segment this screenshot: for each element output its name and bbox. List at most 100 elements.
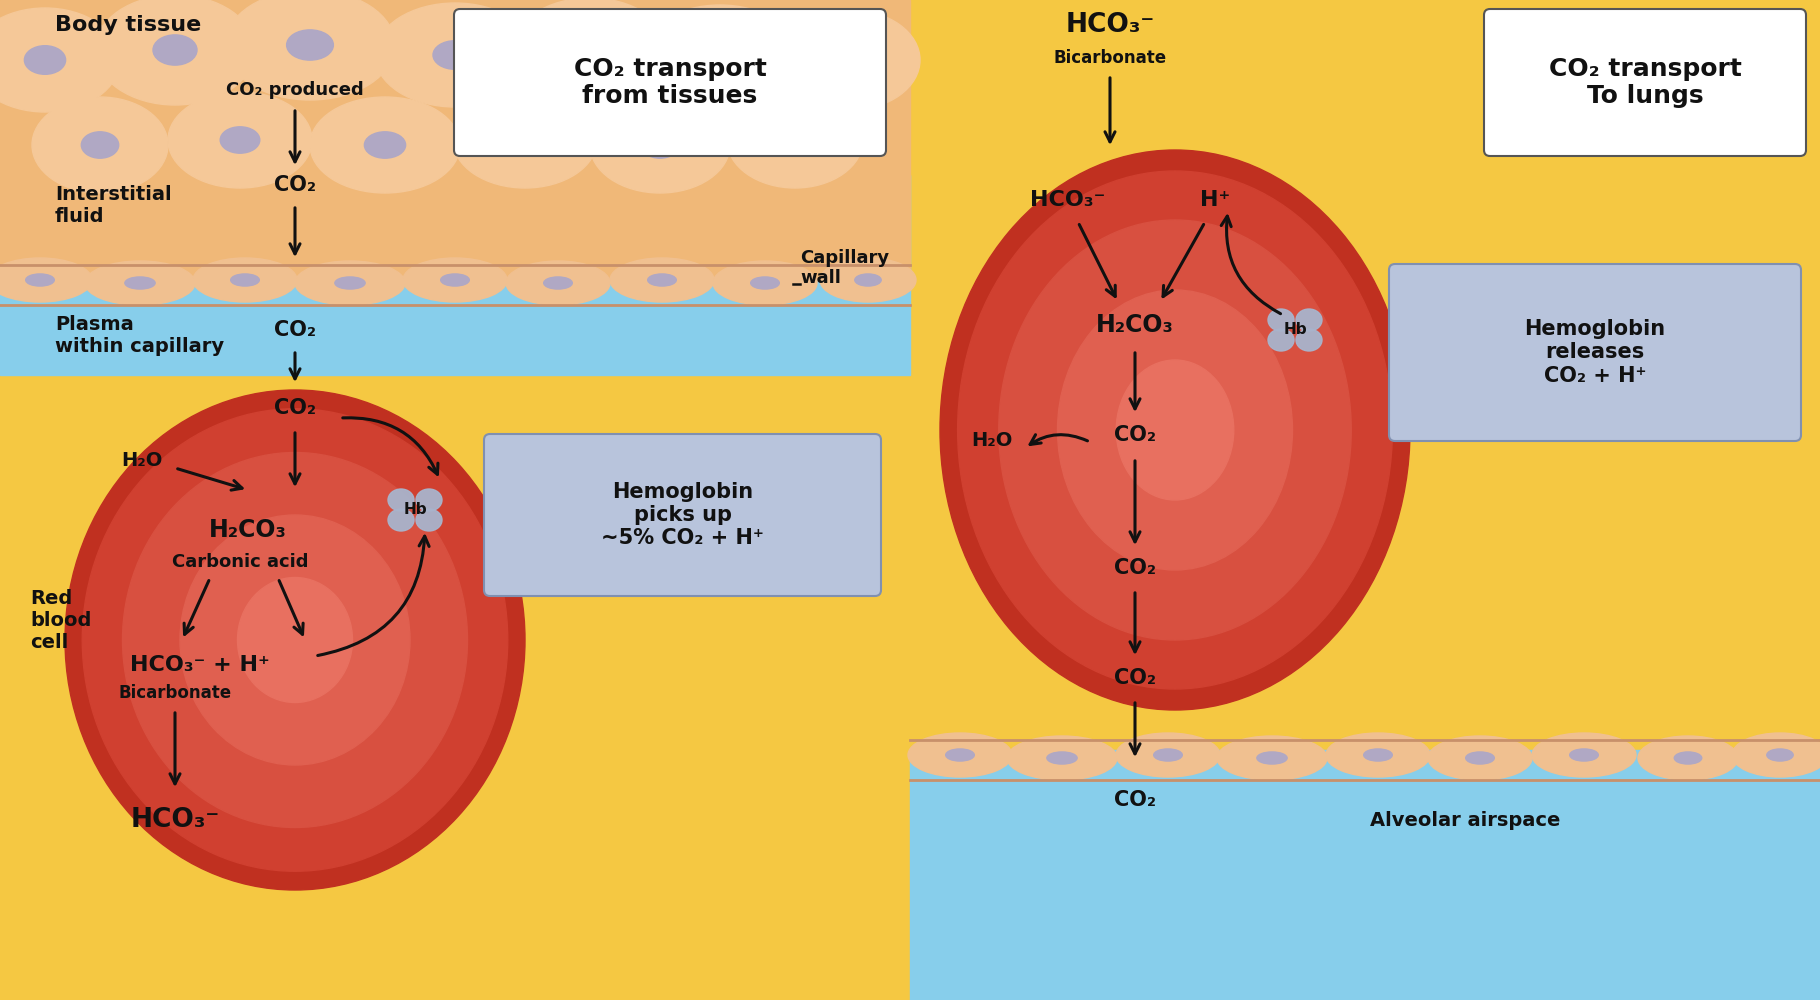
FancyBboxPatch shape <box>1389 264 1802 441</box>
Ellipse shape <box>1733 733 1820 777</box>
Ellipse shape <box>335 277 366 289</box>
Ellipse shape <box>417 489 442 511</box>
Ellipse shape <box>1674 752 1702 764</box>
Text: H₂O: H₂O <box>972 430 1012 450</box>
Ellipse shape <box>433 41 477 69</box>
Text: CO₂ transport
from tissues: CO₂ transport from tissues <box>573 57 766 108</box>
Ellipse shape <box>153 35 197 65</box>
Text: Capillary
wall: Capillary wall <box>801 249 890 287</box>
Ellipse shape <box>699 41 741 69</box>
Text: H₂O: H₂O <box>122 450 162 470</box>
FancyBboxPatch shape <box>484 434 881 596</box>
Ellipse shape <box>286 30 333 60</box>
Bar <box>0 0 910 1000</box>
Ellipse shape <box>506 261 610 305</box>
Ellipse shape <box>0 8 120 112</box>
Ellipse shape <box>1327 733 1431 777</box>
Text: CO₂: CO₂ <box>1114 425 1156 445</box>
Ellipse shape <box>375 3 535 107</box>
Ellipse shape <box>122 452 468 828</box>
Ellipse shape <box>25 274 55 286</box>
Ellipse shape <box>1569 749 1598 761</box>
Ellipse shape <box>1296 309 1321 331</box>
Ellipse shape <box>506 127 544 153</box>
Ellipse shape <box>1046 752 1077 764</box>
Ellipse shape <box>226 0 395 100</box>
Text: H₂CO₃: H₂CO₃ <box>209 518 288 542</box>
Ellipse shape <box>750 277 779 289</box>
Text: CO₂: CO₂ <box>1114 668 1156 688</box>
Ellipse shape <box>781 10 919 110</box>
Ellipse shape <box>388 509 413 531</box>
Text: CO₂: CO₂ <box>275 175 317 195</box>
Text: Hemoglobin
releases
CO₂ + H⁺: Hemoglobin releases CO₂ + H⁺ <box>1525 319 1665 386</box>
Bar <box>910 0 1820 1000</box>
Ellipse shape <box>1116 360 1234 500</box>
Ellipse shape <box>544 277 571 289</box>
Ellipse shape <box>1363 749 1392 761</box>
Text: Bicarbonate: Bicarbonate <box>118 684 231 702</box>
Ellipse shape <box>1296 329 1321 351</box>
Ellipse shape <box>726 92 863 188</box>
Ellipse shape <box>417 509 442 531</box>
Ellipse shape <box>0 258 93 302</box>
Ellipse shape <box>855 274 881 286</box>
Ellipse shape <box>1465 752 1494 764</box>
Text: Hemoglobin
picks up
~5% CO₂ + H⁺: Hemoglobin picks up ~5% CO₂ + H⁺ <box>601 482 764 548</box>
Ellipse shape <box>1057 290 1292 570</box>
Text: HCO₃⁻: HCO₃⁻ <box>131 807 220 833</box>
Text: Hb: Hb <box>1283 322 1307 338</box>
Ellipse shape <box>908 733 1012 777</box>
Text: HCO₃⁻: HCO₃⁻ <box>1030 190 1107 210</box>
Text: Alveolar airspace: Alveolar airspace <box>1370 810 1560 830</box>
FancyBboxPatch shape <box>1483 9 1805 156</box>
Ellipse shape <box>440 274 470 286</box>
Ellipse shape <box>126 277 155 289</box>
Text: CO₂: CO₂ <box>275 398 317 418</box>
Ellipse shape <box>999 220 1350 640</box>
Ellipse shape <box>777 127 814 153</box>
Ellipse shape <box>1006 736 1117 780</box>
Ellipse shape <box>713 261 817 305</box>
Ellipse shape <box>1269 329 1294 351</box>
Ellipse shape <box>24 46 66 74</box>
Ellipse shape <box>82 409 508 871</box>
Ellipse shape <box>568 36 612 64</box>
Text: Hb: Hb <box>404 502 428 518</box>
Text: CO₂: CO₂ <box>1114 558 1156 578</box>
Text: CO₂ transport
To lungs: CO₂ transport To lungs <box>1549 57 1742 108</box>
Ellipse shape <box>95 0 255 105</box>
Ellipse shape <box>193 258 297 302</box>
Ellipse shape <box>946 749 974 761</box>
Ellipse shape <box>1218 736 1327 780</box>
Ellipse shape <box>1269 309 1294 331</box>
Text: Interstitial
fluid: Interstitial fluid <box>55 184 171 226</box>
Ellipse shape <box>180 515 410 765</box>
Ellipse shape <box>453 92 597 188</box>
Ellipse shape <box>939 150 1410 710</box>
Ellipse shape <box>641 132 679 158</box>
Text: CO₂: CO₂ <box>1114 790 1156 810</box>
Text: H⁺: H⁺ <box>1199 190 1230 210</box>
Text: HCO₃⁻: HCO₃⁻ <box>1065 12 1154 38</box>
Text: Plasma
within capillary: Plasma within capillary <box>55 314 224 356</box>
Bar <box>0 175 910 375</box>
Ellipse shape <box>821 258 915 302</box>
Ellipse shape <box>82 132 118 158</box>
Text: Bicarbonate: Bicarbonate <box>1054 49 1167 67</box>
FancyBboxPatch shape <box>453 9 886 156</box>
Bar <box>0 0 910 280</box>
Ellipse shape <box>1532 733 1636 777</box>
Ellipse shape <box>388 489 413 511</box>
Ellipse shape <box>610 258 713 302</box>
Ellipse shape <box>590 97 730 193</box>
Text: CO₂ produced: CO₂ produced <box>226 81 364 99</box>
Ellipse shape <box>220 127 260 153</box>
Ellipse shape <box>33 97 167 193</box>
Ellipse shape <box>648 274 677 286</box>
Ellipse shape <box>309 97 460 193</box>
Text: CO₂: CO₂ <box>275 320 317 340</box>
Text: Body tissue: Body tissue <box>55 15 202 35</box>
Ellipse shape <box>642 5 797 105</box>
Bar <box>910 750 1820 1000</box>
